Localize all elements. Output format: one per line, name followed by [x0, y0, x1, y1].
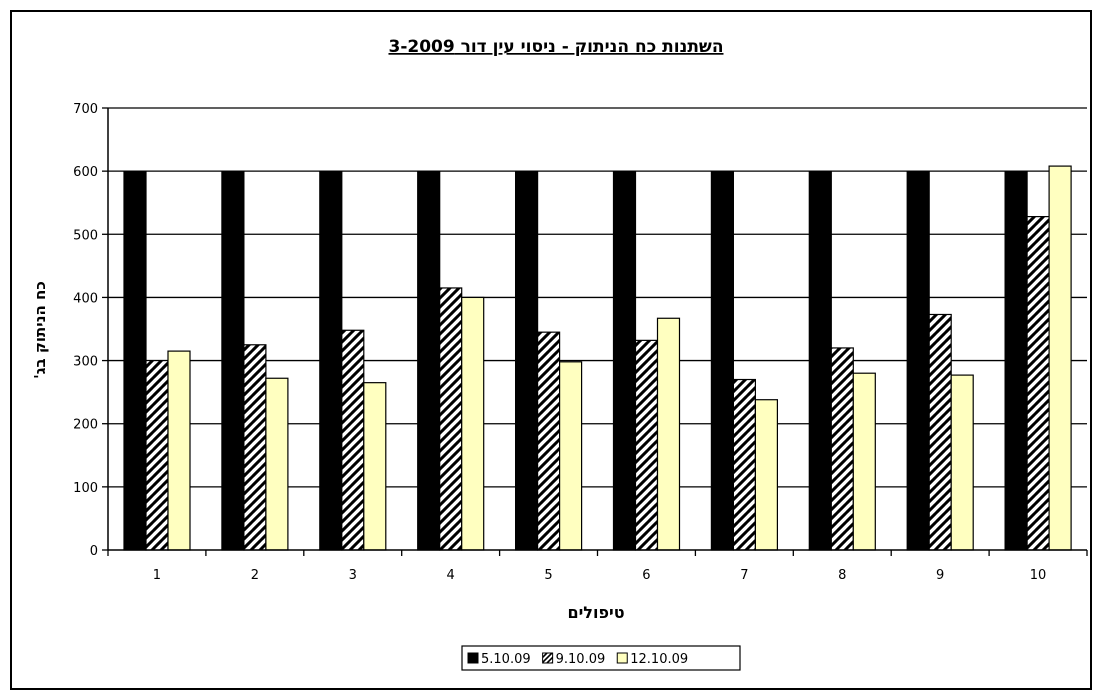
y-tick-label: 600 — [73, 165, 98, 180]
bar — [417, 170, 441, 551]
bar — [732, 378, 757, 551]
bar — [950, 374, 974, 551]
legend-swatch — [616, 652, 628, 664]
bar-chart: השתנות כח הניתוק - ניסוי עין דור 3-2009 … — [31, 37, 1088, 671]
bars — [123, 165, 1072, 551]
bar — [1026, 216, 1050, 551]
y-tick-label: 100 — [73, 481, 98, 496]
bar — [634, 339, 659, 551]
legend: 5.10.09 9.10.09 12.10.09 — [461, 645, 741, 671]
x-tick-label: 10 — [1030, 568, 1047, 583]
bar — [514, 170, 539, 551]
bar — [754, 399, 779, 551]
bar — [265, 377, 289, 551]
bar — [852, 372, 876, 551]
x-tick-label: 6 — [642, 568, 650, 583]
legend-box — [461, 645, 741, 671]
x-tick-label: 5 — [544, 568, 552, 583]
bar — [830, 347, 854, 551]
x-tick-label: 9 — [936, 568, 944, 583]
bar — [656, 317, 681, 551]
bar — [221, 170, 245, 551]
y-tick-label: 400 — [73, 291, 98, 306]
x-tick-label: 4 — [447, 568, 455, 583]
y-axis-ticks: 0 100 200 300 400 500 600 700 — [73, 102, 108, 559]
bar — [808, 170, 832, 551]
x-axis-label: טיפולים — [567, 603, 624, 622]
bar — [167, 350, 191, 551]
bar — [363, 382, 387, 551]
legend-swatch — [467, 652, 479, 664]
bar — [1048, 165, 1072, 551]
bar — [1004, 170, 1028, 551]
x-tick-label: 3 — [349, 568, 357, 583]
x-tick-label: 8 — [838, 568, 846, 583]
bar — [123, 170, 147, 551]
y-axis-label: כח הניתוק בג' — [31, 281, 49, 379]
bar — [243, 344, 267, 551]
chart-title: השתנות כח הניתוק - ניסוי עין דור 3-2009 — [388, 37, 723, 57]
bar — [319, 170, 343, 551]
x-tick-label: 2 — [251, 568, 259, 583]
bar — [439, 287, 463, 551]
bar — [461, 296, 485, 551]
bar — [612, 170, 637, 551]
legend-label: 5.10.09 — [481, 652, 531, 667]
legend-swatch — [542, 652, 554, 664]
x-tick-label: 1 — [153, 568, 161, 583]
y-tick-label: 300 — [73, 355, 98, 370]
bar — [341, 329, 365, 551]
x-tick-label: 7 — [740, 568, 748, 583]
y-tick-label: 700 — [73, 102, 98, 117]
bar — [145, 359, 169, 551]
y-tick-label: 500 — [73, 228, 98, 243]
y-tick-label: 0 — [90, 544, 98, 559]
bar — [558, 361, 583, 551]
bar — [928, 313, 952, 551]
legend-label: 9.10.09 — [556, 652, 606, 667]
legend-label: 12.10.09 — [630, 652, 688, 667]
bar — [710, 170, 735, 551]
x-axis-ticks: 1 2 3 4 5 6 7 8 9 10 — [107, 550, 1088, 583]
bar — [906, 170, 930, 551]
bar — [536, 331, 561, 551]
y-tick-label: 200 — [73, 418, 98, 433]
